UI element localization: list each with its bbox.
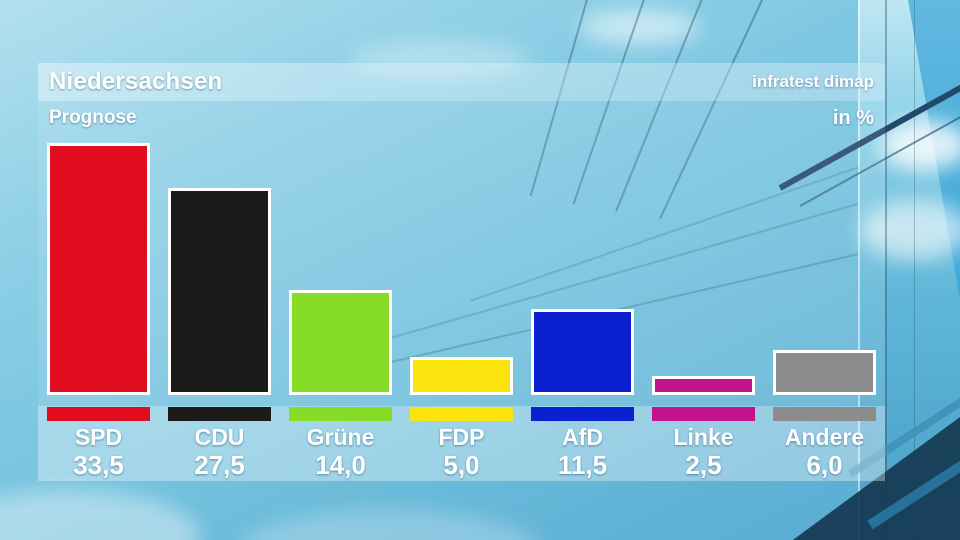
subtitle-row: Prognose in % xyxy=(38,104,885,132)
bar-cdu xyxy=(168,188,271,395)
party-label-cdu: CDU xyxy=(194,424,245,450)
party-value-andere: 6,0 xyxy=(806,450,843,480)
title-band: Niedersachsen infratest dimap xyxy=(38,63,885,101)
bar-andere xyxy=(773,350,876,395)
legend-stripe-fdp xyxy=(410,407,513,421)
party-value-grüne: 14,0 xyxy=(315,450,366,480)
page-title: Niedersachsen xyxy=(49,68,223,95)
party-label-grüne: Grüne xyxy=(306,424,375,450)
cloud xyxy=(350,40,530,80)
unit-label: in % xyxy=(832,106,874,129)
party-value-linke: 2,5 xyxy=(685,450,722,480)
party-label-linke: Linke xyxy=(673,424,734,450)
legend-stripe-linke xyxy=(652,407,755,421)
legend-stripe-cdu xyxy=(168,407,271,421)
party-value-afd: 11,5 xyxy=(557,450,608,480)
facade-mullion xyxy=(914,0,915,540)
facade-mullion xyxy=(885,0,887,540)
legend-stripe-grüne xyxy=(289,407,392,421)
bar-spd xyxy=(47,143,150,395)
party-label-spd: SPD xyxy=(74,424,123,450)
party-value-spd: 33,5 xyxy=(73,450,124,480)
bar-grüne xyxy=(289,290,392,395)
legend-stripe-afd xyxy=(531,407,634,421)
party-value-fdp: 5,0 xyxy=(443,450,480,480)
legend-stripe-andere xyxy=(773,407,876,421)
bar-linke xyxy=(652,376,755,395)
party-value-cdu: 27,5 xyxy=(194,450,245,480)
source-credit: infratest dimap xyxy=(752,72,874,91)
party-label-andere: Andere xyxy=(784,424,865,450)
legend-stripe-spd xyxy=(47,407,150,421)
bar-afd xyxy=(531,309,634,395)
party-label-fdp: FDP xyxy=(438,424,485,450)
bar-fdp xyxy=(410,357,513,395)
facade-mullion xyxy=(858,0,860,540)
cloud xyxy=(860,200,960,260)
party-label-afd: AfD xyxy=(562,424,603,450)
cloud xyxy=(580,10,700,44)
chart-subtitle: Prognose xyxy=(49,107,137,128)
